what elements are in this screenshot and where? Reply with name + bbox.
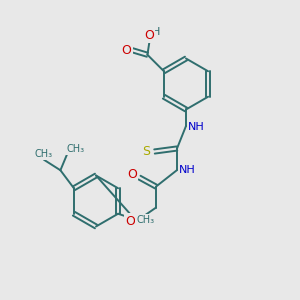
Text: O: O [122,44,131,57]
Text: O: O [125,214,135,228]
Text: CH₃: CH₃ [136,215,154,225]
Text: O: O [127,168,137,181]
Text: H: H [152,27,160,37]
Text: O: O [144,29,154,42]
Text: NH: NH [188,122,205,133]
Text: NH: NH [179,165,196,175]
Text: S: S [142,145,150,158]
Text: CH₃: CH₃ [35,149,53,159]
Text: CH₃: CH₃ [66,144,85,154]
